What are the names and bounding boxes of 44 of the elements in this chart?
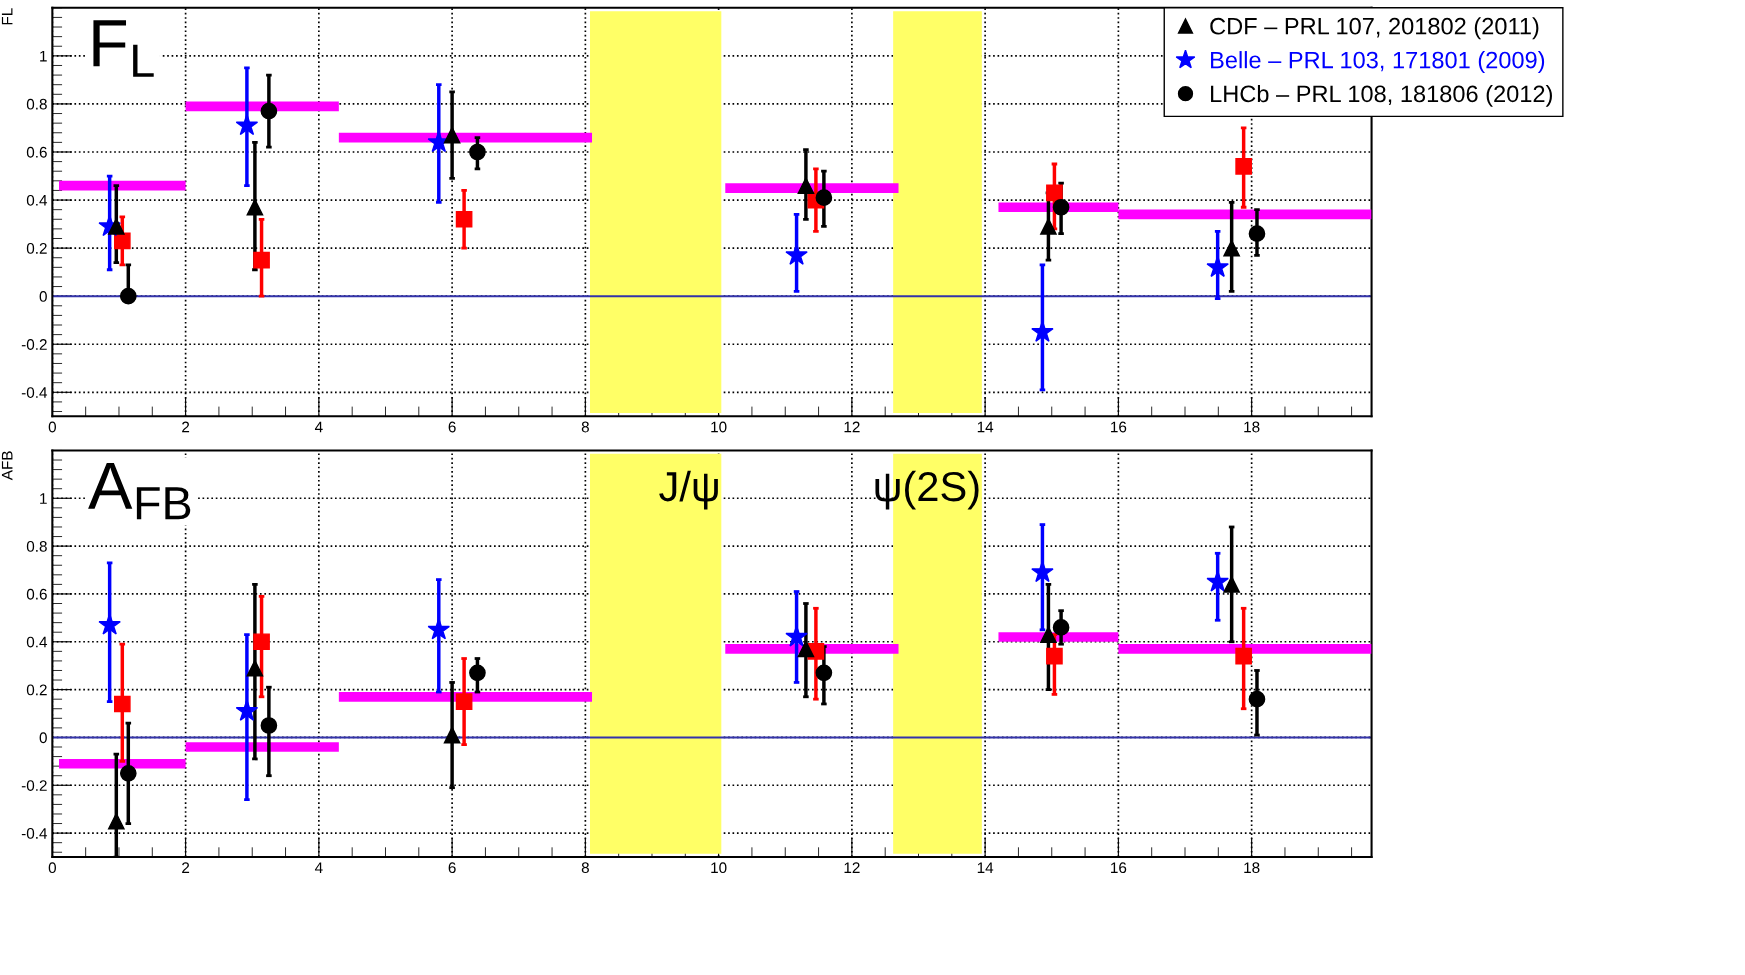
x-tick-label: 16 [1111, 862, 1127, 874]
y-tick-label: 0.8 [26, 540, 47, 552]
annotation: J/ψ [659, 470, 718, 510]
y-tick-label: 0.8 [26, 98, 47, 110]
y-tick-label: 1 [40, 50, 47, 62]
legend-label: LHCb – PRL 108, 181806 (2012) [1211, 84, 1552, 107]
y-tick-label: -0.2 [21, 339, 47, 350]
y-tick-label: 1 [40, 493, 47, 504]
x-tick-label: 2 [182, 862, 190, 873]
y-tick-label: 0.2 [26, 242, 47, 254]
x-tick-label: 4 [314, 421, 323, 433]
legend-label: Belle – PRL 103, 171801 (2009) [1211, 51, 1545, 74]
y-tick-label: 0.6 [26, 588, 47, 600]
x-tick-label: 12 [844, 862, 860, 873]
y-tick-label: -0.2 [21, 780, 47, 791]
x-tick-label: 18 [1244, 862, 1260, 874]
x-tick-label: 0 [48, 421, 56, 433]
x-tick-label: 2 [182, 421, 190, 433]
x-tick-label: 18 [1244, 421, 1260, 433]
x-tick-label: 10 [711, 862, 727, 874]
x-tick-label: 6 [448, 862, 456, 874]
y-tick-label: 0 [39, 732, 47, 744]
chart-title: F$_{L}$ [93, 20, 154, 77]
x-tick-label: 4 [314, 862, 323, 873]
x-tick-label: 6 [448, 421, 456, 433]
y-tick-label: 0.2 [26, 684, 47, 696]
y-axis-title: FL [1, 8, 13, 25]
x-tick-label: 16 [1111, 421, 1127, 433]
y-tick-label: 0.4 [26, 194, 48, 206]
y-tick-label: 0.4 [26, 636, 48, 648]
chart-title: A$_{FB}$ [88, 462, 191, 520]
y-axis-title: AFB [1, 451, 13, 481]
x-tick-label: 8 [581, 421, 589, 433]
legend-label: CDF – PRL 107, 201802 (2011) [1210, 17, 1539, 40]
y-tick-label: 0.6 [26, 146, 47, 158]
x-tick-label: 0 [48, 862, 56, 874]
x-tick-label: 8 [581, 862, 589, 874]
y-tick-label: -0.4 [21, 827, 48, 839]
y-tick-label: 0 [39, 291, 47, 302]
x-tick-label: 14 [977, 421, 994, 433]
y-tick-label: -0.4 [21, 387, 48, 398]
x-tick-label: 12 [844, 421, 860, 433]
x-tick-label: 10 [711, 421, 727, 433]
x-tick-label: 14 [977, 862, 994, 873]
